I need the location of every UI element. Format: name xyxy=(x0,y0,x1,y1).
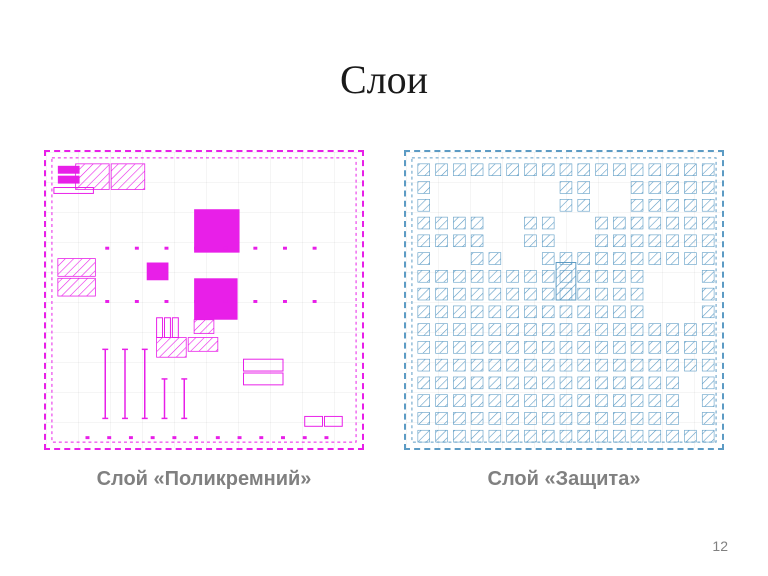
protection-layer-panel xyxy=(404,150,724,450)
polysilicon-layer-svg xyxy=(46,152,362,448)
page-number: 12 xyxy=(712,538,728,554)
polysilicon-caption: Слой «Поликремний» xyxy=(44,468,364,491)
slide-title: Слои xyxy=(0,56,768,103)
protection-layer-svg xyxy=(406,152,722,448)
protection-caption: Слой «Защита» xyxy=(404,468,724,491)
figure-row xyxy=(44,150,724,450)
slide: Слои Слой «Поликремний» Слой «Защита» 12 xyxy=(0,0,768,576)
caption-row: Слой «Поликремний» Слой «Защита» xyxy=(44,468,724,491)
polysilicon-layer-panel xyxy=(44,150,364,450)
